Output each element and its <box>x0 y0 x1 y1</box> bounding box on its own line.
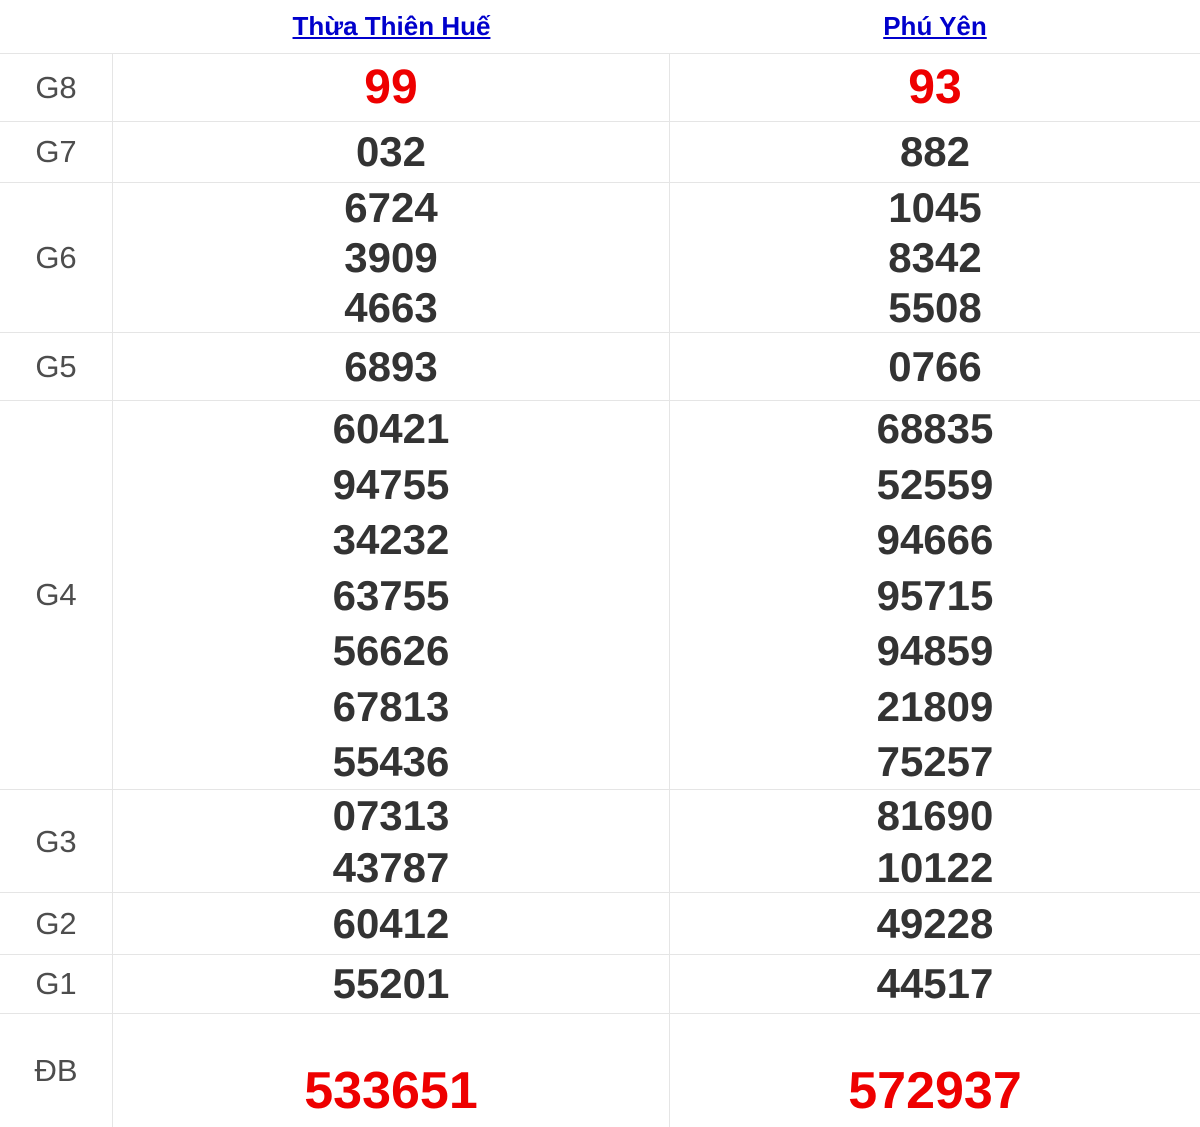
prize-row-g3: G3 07313 43787 81690 10122 <box>0 789 1200 893</box>
result-number: 07313 <box>332 792 450 839</box>
result-number: 44517 <box>876 960 994 1007</box>
result-number: 5508 <box>888 284 982 331</box>
result-number: 3909 <box>344 234 438 281</box>
province-link-thua-thien-hue[interactable]: Thừa Thiên Huế <box>292 11 491 41</box>
prize-row-db: ĐB 533651 572937 <box>0 1013 1200 1127</box>
result-cell-g8-thua-thien-hue: 99 <box>113 54 670 121</box>
result-number: 43787 <box>332 843 450 891</box>
result-cell-g2-phu-yen: 49228 <box>670 893 1200 954</box>
result-number: 93 <box>908 61 962 114</box>
result-number: 6893 <box>344 342 438 390</box>
result-cell-g1-phu-yen: 44517 <box>670 955 1200 1013</box>
result-number: 52559 <box>876 460 994 508</box>
result-cell-g4-thua-thien-hue: 60421 94755 34232 63755 56626 67813 55436 <box>113 401 670 790</box>
result-number: 60412 <box>332 899 450 947</box>
result-number: 1045 <box>888 184 982 231</box>
prize-row-g2: G2 60412 49228 <box>0 892 1200 954</box>
prize-label-g4: G4 <box>0 401 113 790</box>
result-number: 0766 <box>888 342 982 390</box>
result-number: 60421 <box>332 405 450 452</box>
prize-label-g8: G8 <box>0 54 113 121</box>
result-number: 68835 <box>876 405 994 452</box>
result-number: 55201 <box>332 960 450 1007</box>
results-table: G8 99 93 G7 032 882 G6 6724 3909 4663 1045 8342 5508… <box>0 53 1200 1127</box>
prize-row-g6: G6 6724 3909 4663 1045 8342 5508 <box>0 182 1200 333</box>
result-cell-g5-thua-thien-hue: 6893 <box>113 333 670 400</box>
result-cell-g3-thua-thien-hue: 07313 43787 <box>113 790 670 893</box>
result-number: 882 <box>899 128 971 175</box>
prize-label-db: ĐB <box>0 1014 113 1127</box>
prize-row-g5: G5 6893 0766 <box>0 332 1200 400</box>
result-number: 94666 <box>876 516 994 563</box>
results-header: Thừa Thiên Huế Phú Yên <box>0 0 1200 53</box>
result-cell-g5-phu-yen: 0766 <box>670 333 1200 400</box>
result-number: 21809 <box>876 682 994 730</box>
result-number: 4663 <box>344 284 438 331</box>
result-number: 55436 <box>332 738 450 785</box>
prize-label-g7: G7 <box>0 122 113 182</box>
result-cell-db-phu-yen: 572937 <box>670 1014 1200 1127</box>
result-number: 99 <box>364 61 418 114</box>
result-cell-g1-thua-thien-hue: 55201 <box>113 955 670 1013</box>
result-cell-g6-phu-yen: 1045 8342 5508 <box>670 183 1200 333</box>
result-number: 81690 <box>876 792 994 839</box>
result-cell-g3-phu-yen: 81690 10122 <box>670 790 1200 893</box>
result-number: 94755 <box>332 460 450 508</box>
result-cell-g8-phu-yen: 93 <box>670 54 1200 121</box>
prize-label-g5: G5 <box>0 333 113 400</box>
result-number: 67813 <box>332 682 450 730</box>
header-col-phu-yen: Phú Yên <box>670 11 1200 42</box>
result-number: 572937 <box>848 1061 1022 1120</box>
prize-row-g1: G1 55201 44517 <box>0 954 1200 1013</box>
province-link-phu-yen[interactable]: Phú Yên <box>883 11 987 41</box>
prize-row-g8: G8 99 93 <box>0 53 1200 121</box>
result-number: 95715 <box>876 571 994 619</box>
result-cell-g6-thua-thien-hue: 6724 3909 4663 <box>113 183 670 333</box>
result-cell-db-thua-thien-hue: 533651 <box>113 1014 670 1127</box>
result-number: 49228 <box>876 899 994 947</box>
prize-label-g6: G6 <box>0 183 113 333</box>
result-number: 34232 <box>332 516 450 563</box>
result-number: 56626 <box>332 627 450 674</box>
result-number: 75257 <box>876 738 994 785</box>
result-number: 8342 <box>888 234 982 281</box>
prize-label-g3: G3 <box>0 790 113 893</box>
result-number: 94859 <box>876 627 994 674</box>
result-number: 032 <box>355 128 427 175</box>
result-number: 533651 <box>304 1061 478 1120</box>
result-cell-g2-thua-thien-hue: 60412 <box>113 893 670 954</box>
result-cell-g4-phu-yen: 68835 52559 94666 95715 94859 21809 75257 <box>670 401 1200 790</box>
result-number: 10122 <box>876 843 994 891</box>
result-cell-g7-thua-thien-hue: 032 <box>113 122 670 182</box>
prize-row-g4: G4 60421 94755 34232 63755 56626 67813 55436 688… <box>0 400 1200 790</box>
prize-row-g7: G7 032 882 <box>0 121 1200 182</box>
result-number: 6724 <box>344 184 438 231</box>
prize-label-g2: G2 <box>0 893 113 954</box>
prize-label-g1: G1 <box>0 955 113 1013</box>
header-col-thua-thien-hue: Thừa Thiên Huế <box>113 11 670 42</box>
result-number: 63755 <box>332 571 450 619</box>
result-cell-g7-phu-yen: 882 <box>670 122 1200 182</box>
